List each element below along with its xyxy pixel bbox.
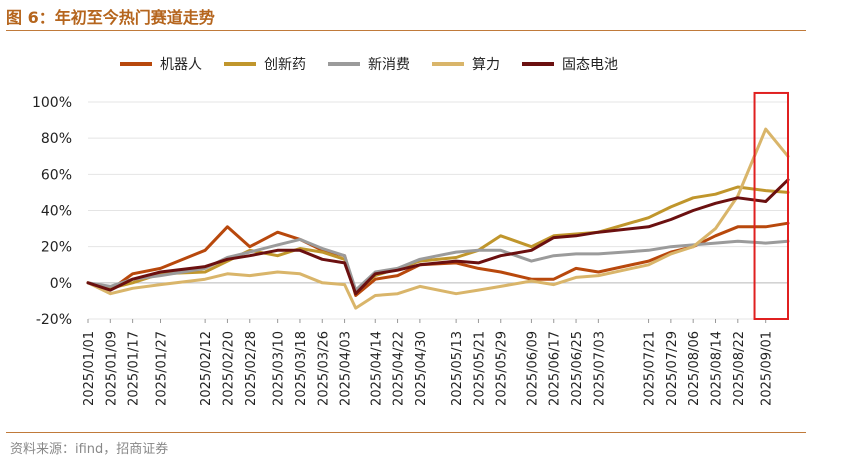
x-tick-label: 2025/01/27: [155, 331, 170, 406]
legend-swatch: [328, 62, 360, 66]
x-tick-label: 2025/06/09: [525, 331, 540, 406]
x-tick-label: 2025/05/21: [472, 331, 487, 406]
legend-label: 算力: [472, 57, 500, 73]
x-tick-label: 2025/04/30: [414, 331, 429, 406]
legend-swatch: [120, 62, 152, 66]
legend-label: 机器人: [160, 57, 202, 73]
x-tick-label: 2025/06/17: [548, 331, 563, 406]
x-tick-label: 2025/04/14: [369, 331, 384, 406]
x-tick-label: 2025/01/01: [82, 331, 97, 406]
legend-item: 机器人: [120, 54, 202, 74]
source-note: 资料来源：ifind，招商证券: [10, 442, 169, 457]
x-tick-label: 2025/09/01: [760, 331, 775, 406]
legend-item: 新消费: [328, 54, 410, 74]
x-tick-label: 2025/04/03: [339, 331, 354, 406]
y-tick-label: 20%: [41, 240, 72, 256]
title-rule: [6, 30, 806, 31]
x-tick-label: 2025/06/25: [570, 331, 585, 406]
x-tick-label: 2025/01/09: [104, 331, 119, 406]
x-tick-label: 2025/01/17: [127, 331, 142, 406]
line-chart: -20% 0% 20% 40% 60% 80% 100% 2025/01/01 2025/01/…: [32, 91, 790, 406]
series-line: [86, 127, 790, 310]
series-line: [86, 185, 790, 294]
series-line: [86, 178, 790, 296]
x-tick-label: 2025/05/13: [450, 331, 465, 406]
x-tick-label: 2025/05/29: [495, 331, 510, 406]
highlight-box: [753, 91, 790, 321]
x-tick-label: 2025/02/20: [221, 331, 236, 406]
x-tick-label: 2025/08/06: [687, 331, 702, 406]
y-tick-label: 80%: [41, 131, 72, 147]
y-tick-label: -20%: [36, 312, 72, 328]
x-tick-label: 2025/07/29: [665, 331, 680, 406]
x-tick-label: 2025/03/10: [272, 331, 287, 406]
footer-rule: [6, 432, 806, 433]
y-tick-label: 60%: [41, 167, 72, 183]
legend-item: 固态电池: [522, 54, 618, 74]
x-tick-label: 2025/03/18: [294, 331, 309, 406]
x-tick-label: 2025/03/26: [316, 331, 331, 406]
x-tick-label: 2025/08/22: [732, 331, 747, 406]
legend-item: 算力: [432, 54, 500, 74]
x-tick-label: 2025/02/12: [199, 331, 214, 406]
figure-title: 图 6：年初至今热门赛道走势: [6, 8, 215, 27]
y-tick-label: 100%: [32, 95, 72, 111]
legend-swatch: [522, 62, 554, 66]
legend-label: 固态电池: [562, 57, 618, 73]
y-tick-label: 40%: [41, 204, 72, 220]
legend-label: 新消费: [368, 57, 410, 73]
x-tick-label: 2025/08/14: [709, 331, 724, 406]
legend-swatch: [432, 62, 464, 66]
x-tick-label: 2025/07/03: [592, 331, 607, 406]
y-tick-label: 0%: [50, 276, 72, 292]
x-tick-label: 2025/04/22: [392, 331, 407, 406]
x-tick-label: 2025/02/28: [244, 331, 259, 406]
legend-swatch: [224, 62, 256, 66]
legend-label: 创新药: [264, 57, 306, 73]
chart-legend: 机器人 创新药 新消费 算力 固态电池: [120, 54, 618, 74]
x-tick-label: 2025/07/21: [643, 331, 658, 406]
legend-item: 创新药: [224, 54, 306, 74]
